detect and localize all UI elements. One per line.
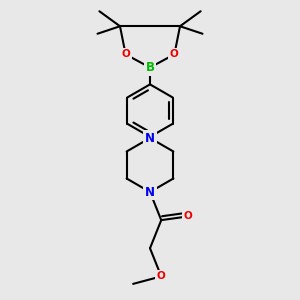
Text: O: O bbox=[121, 50, 130, 59]
Text: O: O bbox=[170, 50, 179, 59]
Text: N: N bbox=[145, 131, 155, 145]
Text: O: O bbox=[157, 272, 166, 281]
Text: B: B bbox=[146, 61, 154, 74]
Text: O: O bbox=[184, 212, 193, 221]
Text: N: N bbox=[145, 185, 155, 199]
